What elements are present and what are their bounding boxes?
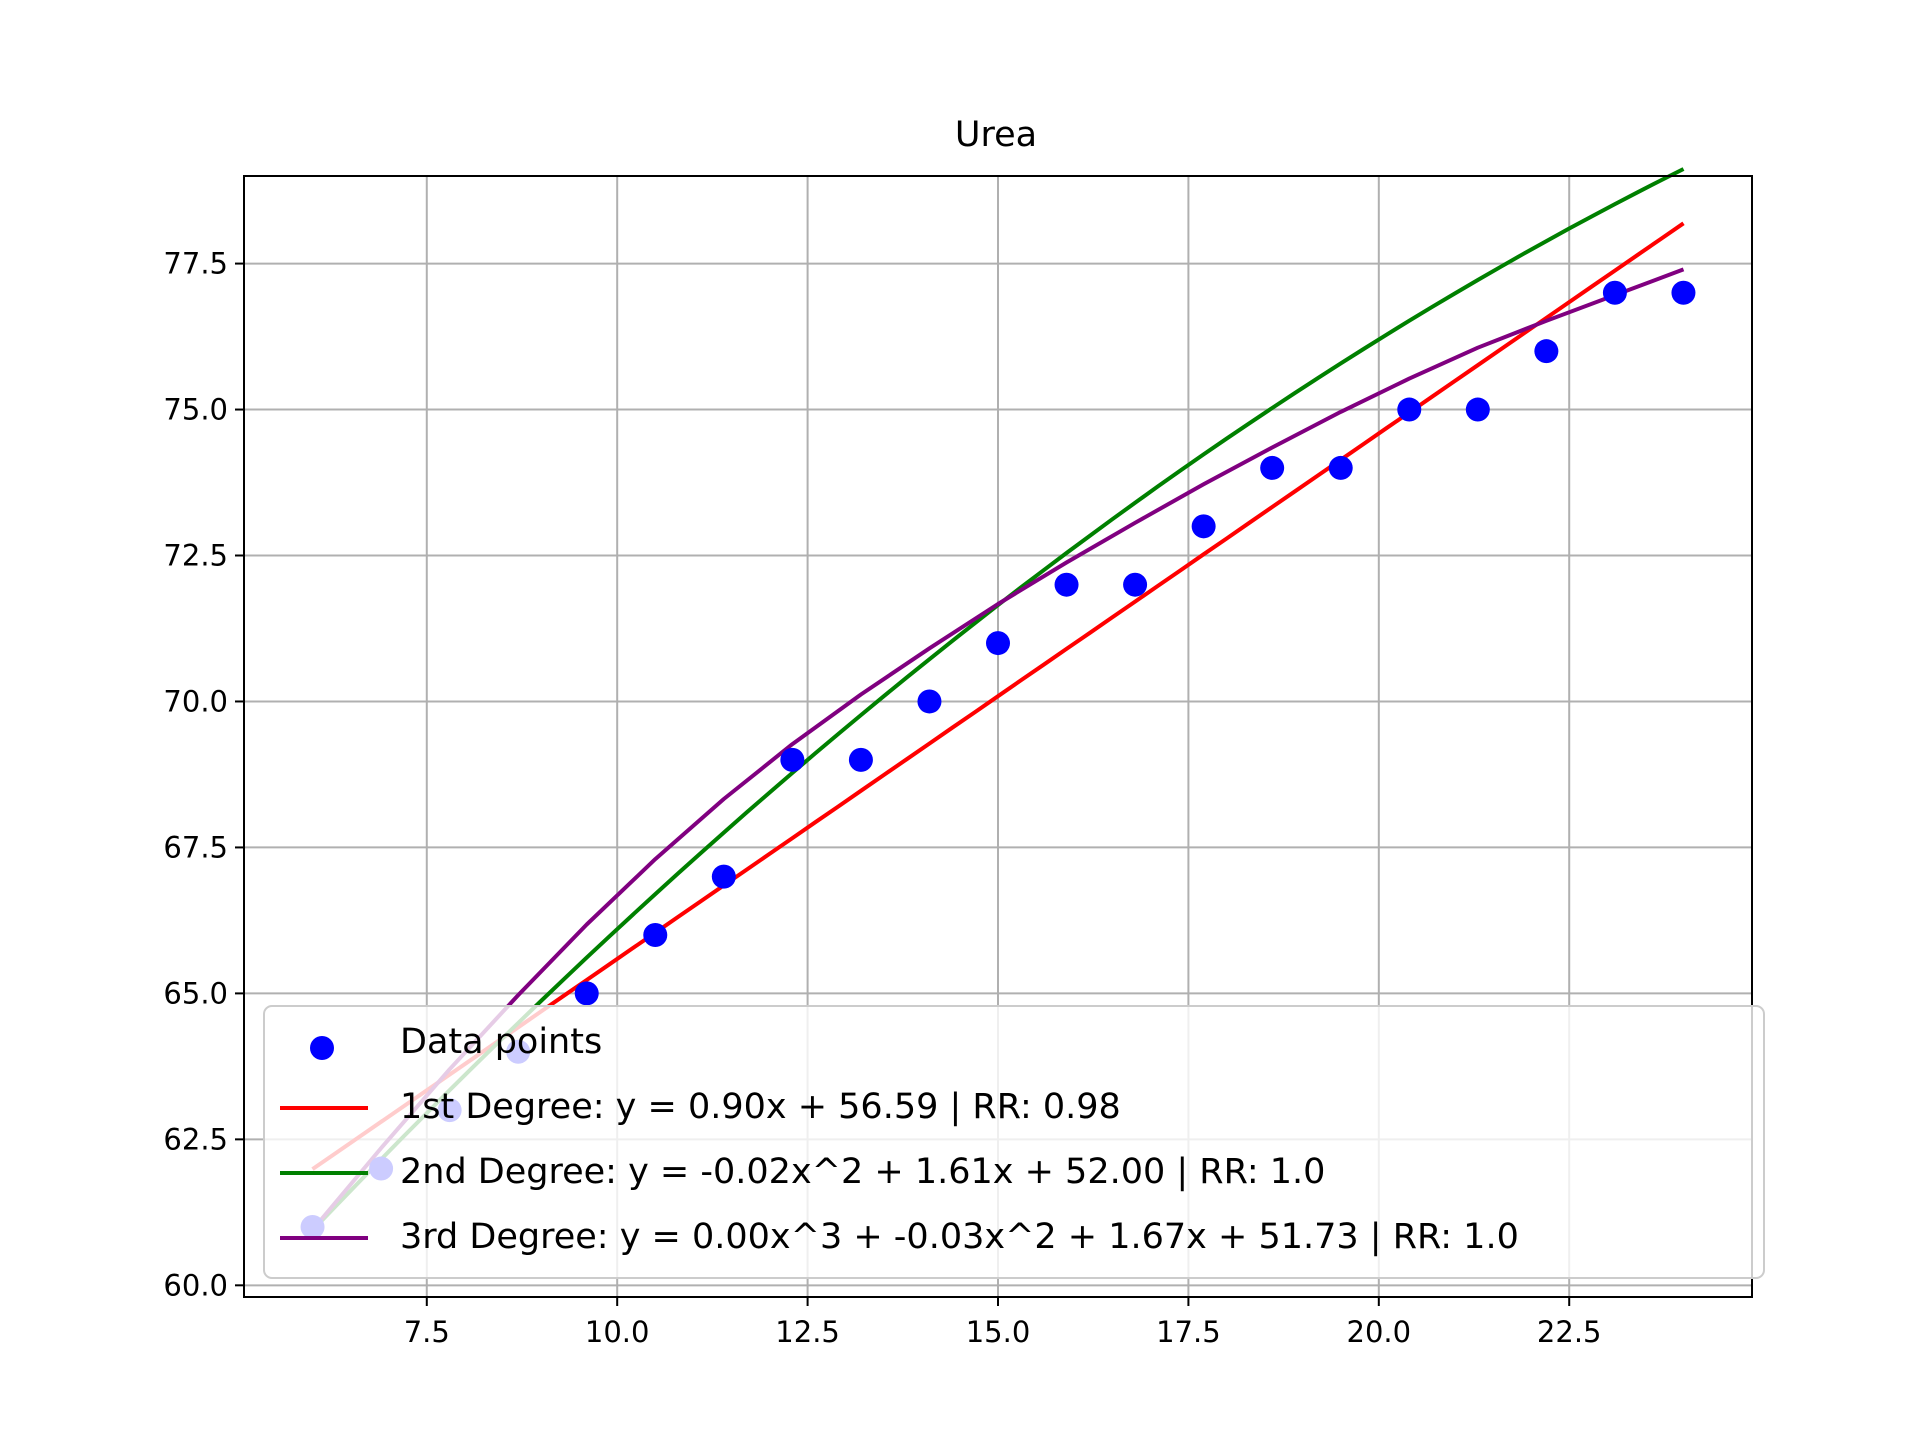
data-point <box>1397 397 1422 422</box>
data-point <box>780 747 805 772</box>
legend-box <box>263 1005 1765 1279</box>
legend-label: 3rd Degree: y = 0.00x^3 + -0.03x^2 + 1.6… <box>400 1217 1519 1257</box>
legend-label: 1st Degree: y = 0.90x + 56.59 | RR: 0.98 <box>400 1087 1121 1127</box>
data-point <box>1260 455 1285 480</box>
data-point <box>1602 280 1627 305</box>
y-tick-label: 60.0 <box>163 1268 228 1302</box>
x-tick-label: 17.5 <box>1156 1315 1221 1349</box>
y-tick-label: 67.5 <box>163 830 228 864</box>
y-tick-label: 75.0 <box>163 393 228 427</box>
data-point <box>1671 280 1696 305</box>
data-point <box>1054 572 1079 597</box>
data-point <box>1191 514 1216 539</box>
x-axis: 7.5 10.0 12.5 15.0 17.5 20.0 22.5 <box>404 1297 1602 1349</box>
y-tick-label: 77.5 <box>163 247 228 281</box>
data-point <box>917 689 942 714</box>
data-point <box>848 747 873 772</box>
y-axis: 60.0 62.5 65.0 67.5 70.0 72.5 75.0 77.5 <box>163 247 244 1302</box>
x-tick-label: 15.0 <box>966 1315 1031 1349</box>
y-tick-label: 72.5 <box>163 539 228 573</box>
data-point <box>1465 397 1490 422</box>
data-point <box>1534 339 1559 364</box>
x-tick-label: 22.5 <box>1537 1315 1602 1349</box>
x-tick-label: 7.5 <box>404 1315 450 1349</box>
chart-title: Urea <box>955 115 1037 155</box>
legend-label: 2nd Degree: y = -0.02x^2 + 1.61x + 52.00… <box>400 1152 1325 1192</box>
data-point <box>643 923 668 948</box>
y-tick-label: 65.0 <box>163 976 228 1010</box>
data-point <box>711 864 736 889</box>
data-point <box>1328 455 1353 480</box>
legend: Data points 1st Degree: y = 0.90x + 56.59… <box>263 1005 1765 1279</box>
legend-marker-data-points <box>310 1036 334 1060</box>
fit-line-3 <box>310 267 1685 1232</box>
data-point <box>1123 572 1148 597</box>
x-tick-label: 10.0 <box>585 1315 650 1349</box>
data-point <box>574 981 599 1006</box>
x-tick-label: 12.5 <box>775 1315 840 1349</box>
data-point <box>986 631 1010 656</box>
x-tick-label: 20.0 <box>1347 1315 1412 1349</box>
y-tick-label: 62.5 <box>163 1122 228 1156</box>
y-tick-label: 70.0 <box>163 684 228 718</box>
legend-label: Data points <box>400 1022 602 1062</box>
